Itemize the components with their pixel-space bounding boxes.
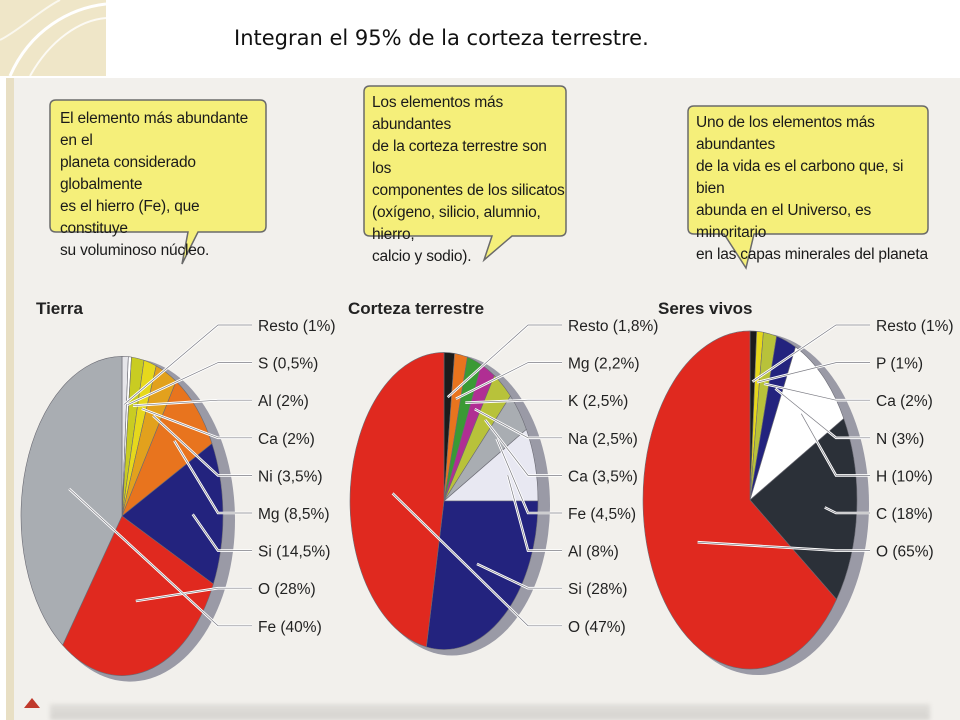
slice-label: Na (2,5%) [568, 431, 638, 448]
leader-line-outline [775, 388, 870, 439]
slice-label: Ca (2%) [876, 393, 933, 410]
leader-line-outline [763, 383, 870, 401]
slice-label: Ca (3,5%) [568, 468, 638, 485]
slice-label: Si (14,5%) [258, 544, 330, 561]
slide-title: Integran el 95% de la corteza terrestre. [234, 26, 649, 50]
pie-slice-h [749, 346, 845, 501]
slice-label: K (2,5%) [568, 393, 628, 410]
slice-label: Si (28%) [568, 581, 627, 598]
leader-line-outline [141, 408, 252, 439]
callout-text: Los elementos más abundantes de la corte… [372, 94, 565, 265]
chart-title: Seres vivos [658, 299, 753, 318]
leader-line-outline [752, 324, 870, 383]
leader-line-outline [476, 563, 562, 589]
scan-edge [6, 78, 14, 720]
slice-label: O (65%) [876, 544, 934, 561]
slice-label: Mg (2,2%) [568, 356, 640, 373]
callout-bubble-crust: Los elementos más abundantes de la corte… [362, 82, 568, 265]
slice-label: Ca (2%) [258, 431, 315, 448]
callout-text: El elemento más abundante en el planeta … [60, 110, 249, 259]
leader-line-outline [447, 324, 562, 398]
leader-line-outline [507, 475, 562, 551]
slice-label: N (3%) [876, 431, 924, 448]
leader-line-outline [824, 507, 870, 514]
leader-line-outline [474, 408, 562, 439]
leader-line-outline [68, 488, 252, 627]
slice-label: Resto (1,8%) [568, 318, 658, 335]
pie-slice-fe [20, 356, 123, 646]
slice-label: Fe (40%) [258, 619, 322, 636]
pie-slice-si [426, 500, 539, 650]
slice-label: Al (2%) [258, 393, 309, 410]
leader-line-outline [465, 399, 562, 403]
leader-line-outline [152, 415, 252, 476]
slice-label: P (1%) [876, 356, 923, 373]
pie-slice-o [349, 352, 445, 648]
leader-line-outline [484, 419, 562, 476]
chart-title: Corteza terrestre [348, 299, 484, 318]
slice-label: C (18%) [876, 506, 933, 523]
leader-line-outline [133, 399, 252, 407]
figure-caption-blurred [50, 704, 930, 720]
leader-line-outline [135, 587, 252, 602]
slice-label: O (28%) [258, 581, 316, 598]
slice-label: Fe (4,5%) [568, 506, 636, 523]
slice-label: Al (8%) [568, 544, 619, 561]
chart-title: Tierra [36, 299, 83, 318]
leader-line-outline [697, 541, 870, 551]
slice-label: O (47%) [568, 619, 626, 636]
pie-chart-tierra: Tierra Resto (1%) S (0,5%) Al (2%) Ca (2%) Ni… [20, 299, 336, 682]
callout-bubble-life: Uno de los elementos más abundantes de l… [686, 102, 930, 272]
slice-label: Resto (1%) [876, 318, 954, 335]
leader-line-outline [192, 514, 252, 551]
leader-line-outline [496, 438, 562, 514]
leader-line-outline [800, 413, 870, 476]
slice-label: Resto (1%) [258, 318, 336, 335]
callout-text: Uno de los elementos más abundantes de l… [696, 114, 928, 263]
leader-line-outline [173, 440, 252, 514]
pie-chart-seres-vivos: Seres vivos Resto (1%) P (1%) Ca (2%) N (3%)… [642, 299, 954, 676]
corner-ornament [0, 0, 106, 76]
leader-line-outline [756, 362, 870, 383]
slice-label: Ni (3,5%) [258, 468, 323, 485]
leader-line-outline [123, 324, 252, 405]
pie-slice-o [642, 330, 837, 670]
slice-label: H (10%) [876, 468, 933, 485]
leader-line-outline [392, 493, 562, 627]
leader-line-outline [455, 362, 562, 400]
caption-triangle-icon [24, 698, 40, 708]
slice-label: S (0,5%) [258, 356, 318, 373]
slice-label: Mg (8,5%) [258, 506, 330, 523]
leader-line-outline [127, 362, 252, 405]
callout-bubble-earth: El elemento más abundante en el planeta … [48, 96, 268, 266]
pie-chart-corteza: Corteza terrestre Resto (1,8%) Mg (2,2%) K … [348, 299, 658, 656]
